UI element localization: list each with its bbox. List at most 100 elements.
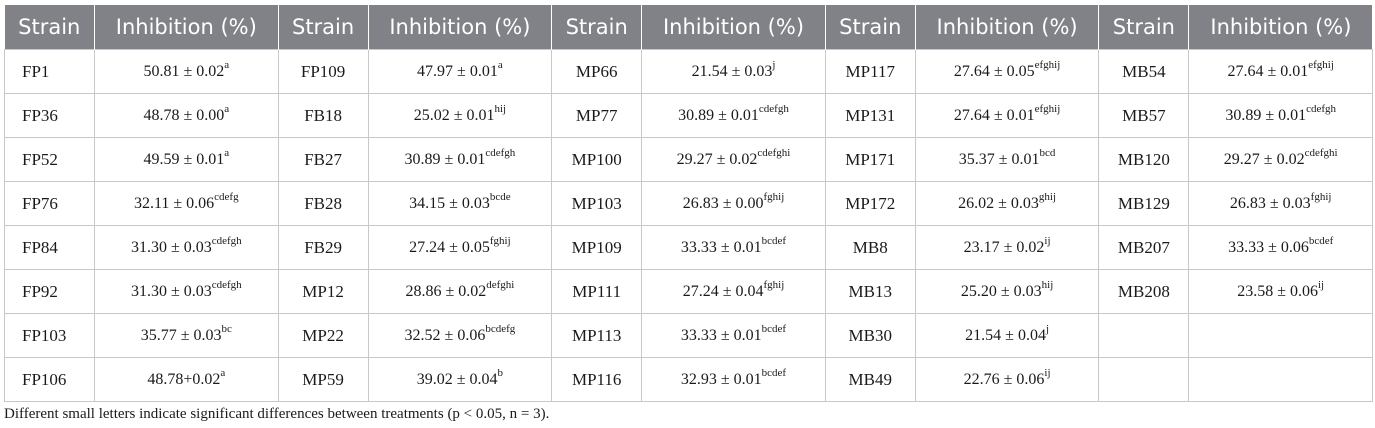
inhibition-cell: 27.24 ± 0.05fghij [367,225,553,270]
inhibition-cell: 31.30 ± 0.03cdefgh [94,225,279,270]
inhibition-cell: 33.33 ± 0.01bcdef [641,313,826,358]
inhibition-value: 47.97 ± 0.01 [417,62,498,80]
inhibition-cell: 48.78 ± 0.00a [94,93,279,138]
strain-cell: FB28 [277,181,369,226]
strain-cell: FB27 [277,137,369,182]
header-strain: Strain [1098,5,1190,50]
strain-cell: MB54 [1098,49,1190,94]
significance-letters: bcd [1039,147,1056,160]
strain-cell: FP52 [4,137,95,182]
inhibition-cell: 33.33 ± 0.06bcdef [1188,225,1373,270]
inhibition-value: 49.59 ± 0.01 [143,150,225,168]
significance-letters: a [224,103,230,116]
strain-cell: FP84 [4,225,95,270]
inhibition-cell: 26.83 ± 0.00fghij [641,181,826,226]
significance-letters: cdefgh [211,235,242,248]
significance-letters: j [772,59,776,72]
significance-letters: a [220,367,226,380]
inhibition-cell: 27.24 ± 0.04fghij [641,269,826,314]
strain-cell: MP100 [551,137,643,182]
inhibition-cell: 31.30 ± 0.03cdefgh [94,269,279,314]
inhibition-cell: 39.02 ± 0.04b [367,357,553,402]
header-strain: Strain [825,5,916,50]
strain-cell: MP12 [277,269,369,314]
significance-letters: ij [1318,279,1325,292]
inhibition-value: 23.58 ± 0.06 [1237,282,1318,300]
significance-letters: ij [1044,367,1051,380]
inhibition-cell: 30.89 ± 0.01cdefgh [367,137,553,182]
inhibition-value: 27.64 ± 0.05 [953,62,1035,80]
table-row: FP84 31.30 ± 0.03cdefgh FB29 27.24 ± 0.05fg… [4,225,1373,270]
significance-letters: a [497,59,503,72]
inhibition-value: 29.27 ± 0.02 [676,150,758,168]
table-row: FP92 31.30 ± 0.03cdefgh MP12 28.86 ± 0.02de… [4,269,1373,314]
inhibition-value: 35.77 ± 0.03 [140,326,222,344]
significance-letters: cdefgh [758,103,789,116]
strain-cell: FP103 [4,313,95,358]
inhibition-value: 33.33 ± 0.01 [680,326,762,344]
inhibition-cell [1188,357,1373,402]
inhibition-cell: 23.17 ± 0.02ij [914,225,1100,270]
inhibition-cell: 27.64 ± 0.05efghij [914,49,1100,94]
inhibition-value: 32.11 ± 0.06 [133,194,215,212]
inhibition-cell: 35.77 ± 0.03bc [94,313,279,358]
strain-cell: FP36 [4,93,95,138]
strain-cell: MP109 [551,225,643,270]
strain-cell [1098,313,1190,358]
inhibition-cell: 35.37 ± 0.01bcd [914,137,1100,182]
header-strain: Strain [278,5,369,50]
significance-letters: bcde [489,191,511,204]
strain-cell: FP1 [4,49,95,94]
significance-letters: efghij [1034,59,1061,72]
strain-cell: MB8 [824,225,916,270]
inhibition-value: 35.37 ± 0.01 [958,150,1040,168]
inhibition-cell: 30.89 ± 0.01cdefgh [641,93,826,138]
strain-cell: FP106 [4,357,95,402]
strain-cell: MB120 [1098,137,1190,182]
inhibition-cell: 32.93 ± 0.01bcdef [641,357,826,402]
significance-letters: defghi [486,279,515,292]
significance-letters: bcdefg [485,323,516,336]
significance-letters: hij [1041,279,1054,292]
inhibition-cell: 34.15 ± 0.03bcde [367,181,553,226]
strain-cell: MB129 [1098,181,1190,226]
header-inhibition: Inhibition (%) [94,5,279,50]
strain-cell: MP131 [824,93,916,138]
inhibition-value: 26.83 ± 0.03 [1229,194,1311,212]
header-inhibition: Inhibition (%) [641,5,826,50]
significance-letters: a [224,59,230,72]
strain-cell: MP116 [551,357,643,402]
significance-letters: cdefghi [1304,147,1338,160]
strain-cell: MB30 [824,313,916,358]
significance-letters: bcdef [761,367,787,380]
inhibition-value: 27.64 ± 0.01 [953,106,1035,124]
strain-cell: FB29 [277,225,369,270]
table-row: FP1 50.81 ± 0.02a FP109 47.97 ± 0.01a MP66 21… [4,49,1373,94]
strain-cell: MB57 [1098,93,1190,138]
inhibition-value: 50.81 ± 0.02 [143,62,225,80]
inhibition-cell: 29.27 ± 0.02cdefghi [1188,137,1373,182]
strain-cell [1098,357,1190,402]
inhibition-value: 39.02 ± 0.04 [416,370,498,388]
inhibition-value: 33.33 ± 0.01 [680,238,762,256]
inhibition-value: 33.33 ± 0.06 [1228,238,1309,256]
inhibition-cell: 47.97 ± 0.01a [367,49,553,94]
inhibition-value: 31.30 ± 0.03 [130,282,212,300]
inhibition-value: 27.64 ± 0.01 [1227,62,1309,80]
inhibition-cell: 29.27 ± 0.02cdefghi [641,137,826,182]
footnote-text: Different small letters indicate signifi… [4,406,550,422]
inhibition-value: 21.54 ± 0.04 [965,326,1046,344]
inhibition-table: Strain Inhibition (%) Strain Inhibition … [4,5,1373,402]
strain-cell: MP103 [551,181,643,226]
significance-letters: bc [221,323,232,336]
significance-letters: ghij [1038,191,1057,204]
inhibition-cell: 21.54 ± 0.03j [641,49,826,94]
significance-letters: cdefg [214,191,239,204]
strain-cell: MP22 [277,313,369,358]
strain-cell: MP111 [551,269,643,314]
significance-letters: fghij [1310,191,1332,204]
inhibition-cell [1188,313,1373,358]
table-row: FP76 32.11 ± 0.06cdefg FB28 34.15 ± 0.03bcd… [4,181,1373,226]
strain-cell: FP76 [4,181,95,226]
header-inhibition: Inhibition (%) [368,5,553,50]
